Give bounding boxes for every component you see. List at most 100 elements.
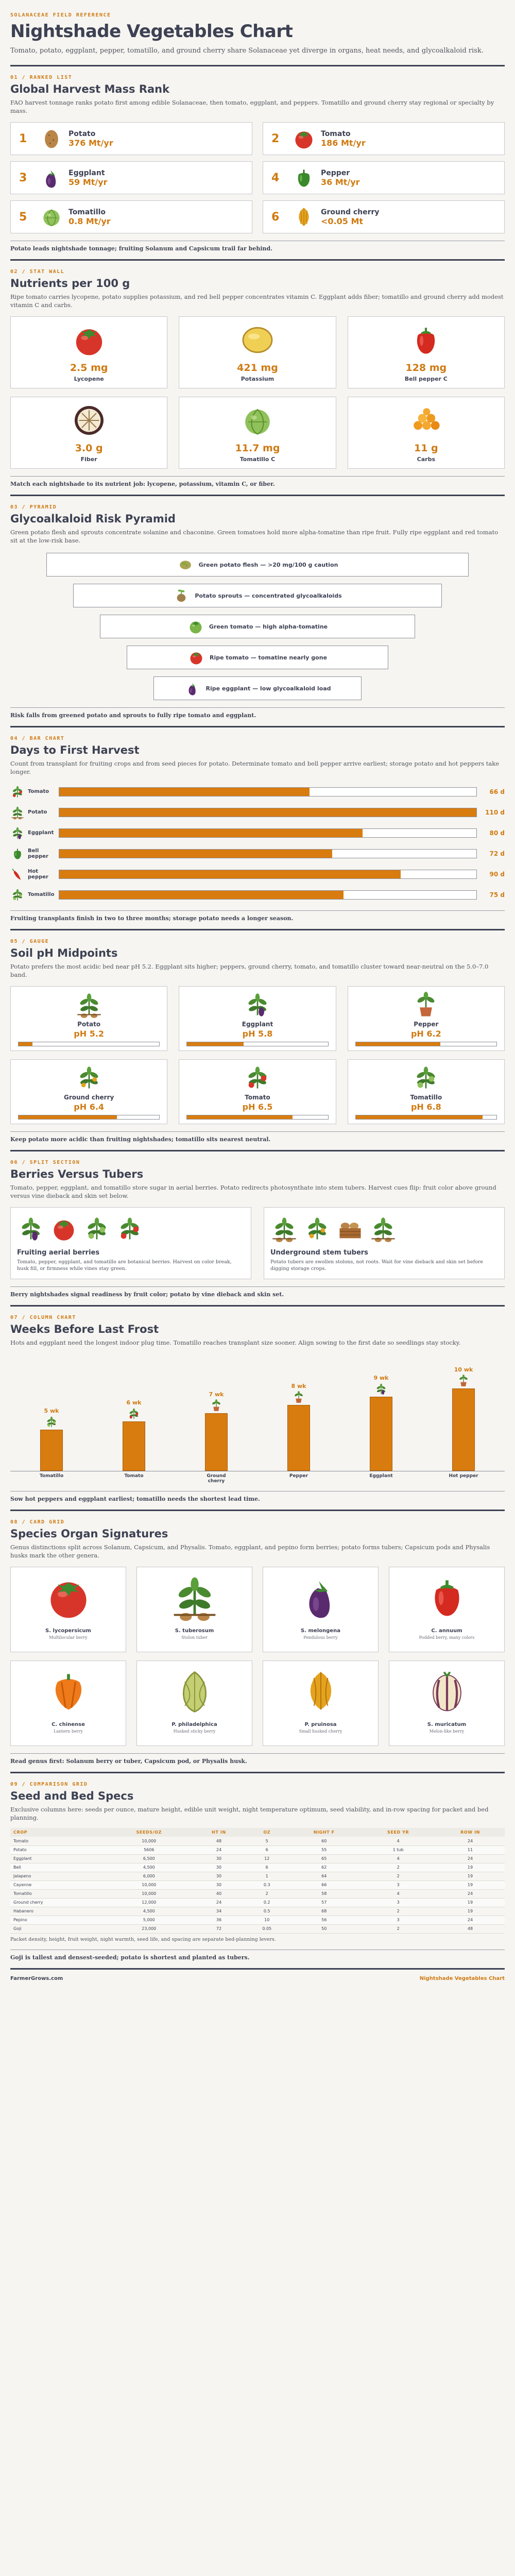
rank-text: Tomatillo 0.8 Mt/yr <box>68 208 111 226</box>
potato-plant-icon <box>369 1215 397 1243</box>
table-cell: 6 <box>246 1863 288 1872</box>
table-cell: 34 <box>191 1907 247 1916</box>
table-cell: 6,000 <box>106 1872 192 1881</box>
bar-track <box>59 828 477 838</box>
section-kicker: 05 / GAUGE <box>10 939 49 944</box>
footer-site[interactable]: FarmerGrows.com <box>10 1975 63 1981</box>
potato-plant-icon <box>170 1572 219 1622</box>
risk-pyramid: Green potato flesh — >20 mg/100 g cautio… <box>10 553 505 700</box>
table-cell: 6,500 <box>106 1854 192 1863</box>
pyramid-label: Green potato flesh — >20 mg/100 g cautio… <box>198 561 338 568</box>
table-row: Bell 4,500 30 6 62 2 19 <box>10 1863 505 1872</box>
table-cell: 19 <box>436 1898 505 1907</box>
hero: SOLANACEAE FIELD REFERENCE Nightshade Ve… <box>10 0 505 65</box>
table-cell: 6 <box>246 1845 288 1855</box>
rank-value: <0.05 Mt <box>321 216 364 226</box>
table-cell: Tomato <box>10 1837 107 1846</box>
table-cell: Tomatillo <box>10 1889 107 1899</box>
species-card: P. pruinosa Small husked cherry <box>263 1660 379 1746</box>
bar-category-label: Potato <box>28 809 47 815</box>
section-kicker: 03 / PYRAMID <box>10 504 57 510</box>
rank-number: 2 <box>271 132 280 145</box>
nutrient-value: 128 mg <box>405 362 447 374</box>
pepper-icon <box>292 166 316 190</box>
section-caption: Sow hot peppers and eggplant earliest; t… <box>10 1491 505 1502</box>
pyramid-label: Potato sprouts — concentrated glycoalkal… <box>195 592 342 599</box>
table-cell: 0.2 <box>246 1898 288 1907</box>
gauge-track <box>355 1115 497 1120</box>
table-cell: 60 <box>287 1837 361 1846</box>
column-value-label: 9 wk <box>373 1375 389 1381</box>
table-cell: 10,000 <box>106 1880 192 1890</box>
species-name: S. lycopersicum <box>45 1628 91 1634</box>
table-cell: 64 <box>287 1872 361 1881</box>
table-cell: Potato <box>10 1845 107 1855</box>
table-cell: 1 <box>246 1872 288 1881</box>
table-cell: 5606 <box>106 1845 192 1855</box>
ph-gauge-grid: Potato pH 5.2 Eggplant pH 5.8 Pepper pH 6.2 Gr… <box>10 986 505 1124</box>
section-intro: Potato prefers the most acidic bed near … <box>10 963 489 978</box>
section-frost: 07 / COLUMN CHART Weeks Before Last Fros… <box>10 1305 505 1510</box>
split-card-berries: Fruiting aerial berries Tomato, pepper, … <box>10 1207 251 1279</box>
section-intro: Hots and eggplant need the longest indoo… <box>10 1339 461 1346</box>
nutrient-value: 3.0 g <box>75 443 103 454</box>
rank-text: Ground cherry <0.05 Mt <box>321 208 380 226</box>
tomato-plant-icon <box>127 1407 141 1420</box>
column-value-label: 5 wk <box>44 1408 59 1414</box>
tomato-plant-icon <box>10 785 25 799</box>
eggplant-plant-icon <box>241 991 274 1019</box>
bar-track <box>59 869 477 879</box>
column-bar <box>370 1397 392 1471</box>
table-cell: 5 <box>246 1837 288 1846</box>
bar-value-label: 66 d <box>489 788 505 795</box>
bar-value-label: 80 d <box>489 829 505 837</box>
section-intro: Green potato flesh and sprouts concentra… <box>10 529 499 544</box>
table-cell: 1 tub <box>360 1845 436 1855</box>
table-cell: 10 <box>246 1916 288 1925</box>
table-cell: 19 <box>436 1907 505 1916</box>
table-row: Potato 5606 24 6 55 1 tub 11 <box>10 1845 505 1855</box>
table-cell: 3 <box>360 1898 436 1907</box>
table-cell: 2 <box>360 1872 436 1881</box>
table-cell: 3 <box>360 1916 436 1925</box>
rank-value: 186 Mt/yr <box>321 138 366 148</box>
tomatillo-plant-icon <box>83 1215 111 1243</box>
table-header-cell: CROP <box>10 1828 107 1837</box>
table-header-row: CROP SEEDS/OZ HT IN OZ NIGHT F SEED YR ROW IN <box>10 1828 505 1837</box>
bar-row: Potato 110 d <box>10 804 505 821</box>
pyramid-label: Ripe eggplant — low glycoalkaloid load <box>205 685 331 692</box>
species-name: C. chinense <box>52 1722 85 1727</box>
section-intro: Ripe tomato carries lycopene, potato sup… <box>10 293 504 309</box>
tomatillo-plant-icon <box>45 1415 58 1429</box>
bar-row: Bell pepper 72 d <box>10 845 505 862</box>
table-header-cell: SEEDS/OZ <box>106 1828 192 1837</box>
gauge-name: Ground cherry <box>64 1094 114 1101</box>
column-category-label: Ground cherry <box>207 1473 226 1484</box>
species-desc: Podded berry, many colors <box>419 1635 475 1640</box>
section-kicker: 07 / COLUMN CHART <box>10 1315 76 1320</box>
section-kicker: 08 / CARD GRID <box>10 1519 65 1525</box>
species-desc: Multilocular berry <box>49 1635 88 1640</box>
table-cell: Pepino <box>10 1916 107 1925</box>
gauge-name: Tomato <box>245 1094 270 1101</box>
column-bar <box>452 1388 475 1471</box>
table-cell: 24 <box>436 1889 505 1899</box>
gauge-track <box>18 1042 160 1046</box>
ground-cherry-icon <box>292 205 316 229</box>
pyramid-label: Ripe tomato — tomatine nearly gone <box>209 654 328 661</box>
gauge-value: pH 6.4 <box>74 1102 105 1112</box>
table-cell: 0.05 <box>246 1924 288 1934</box>
rank-value: 376 Mt/yr <box>68 138 113 148</box>
nutrient-grid: 2.5 mg Lycopene 421 mg Potassium 128 mg Bell … <box>10 316 505 469</box>
bar-value-label: 72 d <box>489 850 505 857</box>
species-desc: Pendulous berry <box>303 1635 338 1640</box>
split-desc: Tomato, pepper, eggplant, and tomatillo … <box>17 1259 232 1272</box>
table-cell: 10,000 <box>106 1889 192 1899</box>
bar <box>59 849 333 858</box>
table-cell: 30 <box>191 1872 247 1881</box>
frost-column-labels: Tomatillo Tomato Ground cherry Pepper Eggpla… <box>10 1473 505 1484</box>
bar-category-label: Tomato <box>28 789 49 794</box>
bar-value-label: 75 d <box>489 891 505 899</box>
species-card: P. philadelphica Husked sticky berry <box>136 1660 252 1746</box>
section-intro: Exclusive columns here: seeds per ounce,… <box>10 1806 489 1821</box>
